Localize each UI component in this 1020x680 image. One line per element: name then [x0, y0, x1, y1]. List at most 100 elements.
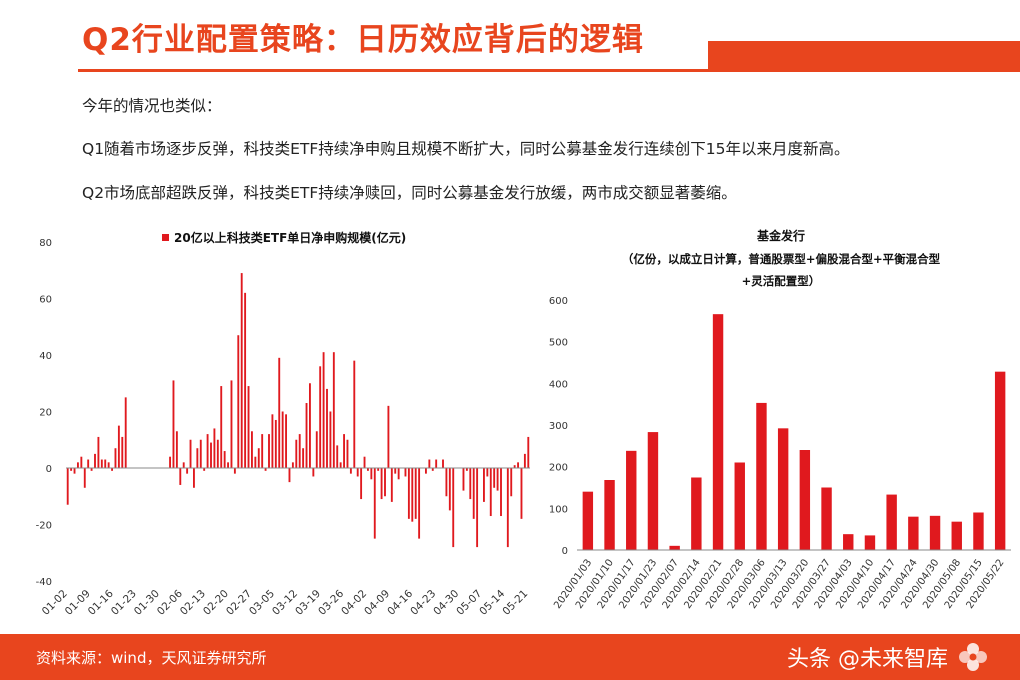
x-tick-label: 05-07 [454, 588, 484, 618]
etf-bar [291, 462, 294, 468]
y-tick-label: 60 [39, 295, 52, 306]
etf-bar [510, 468, 513, 497]
y-tick-label: 100 [549, 504, 568, 515]
x-tick-label: 01-09 [63, 588, 93, 618]
etf-bar [476, 468, 479, 548]
etf-bar [66, 468, 69, 505]
etf-bar [363, 456, 366, 468]
x-tick-label: 01-02 [40, 588, 70, 618]
fund-issuance-bar [821, 487, 832, 550]
etf-bar [360, 468, 363, 500]
etf-bar [397, 468, 400, 480]
etf-bar [104, 459, 107, 468]
etf-bar [247, 386, 250, 468]
etf-bar [107, 462, 110, 468]
etf-bar [373, 468, 376, 539]
etf-bar [394, 468, 397, 474]
etf-bar [431, 468, 434, 471]
etf-bar [411, 468, 414, 522]
etf-bar [257, 448, 260, 468]
fund-issuance-bar [691, 477, 702, 550]
fund-issuance-bar [756, 402, 767, 550]
x-tick-label: 04-02 [339, 588, 369, 618]
etf-bar [193, 468, 195, 488]
etf-bar [404, 468, 407, 477]
watermark: 头条 @未来智库 [787, 640, 990, 674]
etf-bar [353, 360, 356, 468]
etf-bar [500, 468, 502, 517]
etf-bar [240, 273, 243, 468]
etf-bar [220, 386, 223, 468]
etf-bar [332, 352, 335, 468]
etf-bar [206, 434, 209, 468]
fund-issuance-bar [864, 535, 876, 550]
etf-bar [489, 468, 492, 517]
x-tick-label: 05-21 [500, 588, 530, 618]
fund-issuance-bar [843, 534, 854, 550]
etf-bar [336, 445, 339, 468]
fund-issuance-bar [626, 450, 637, 550]
etf-bar [452, 468, 455, 548]
etf-bar [319, 366, 322, 468]
etf-bar [90, 468, 93, 471]
etf-bar [203, 468, 206, 471]
chart-subtitle-line2: +灵活配置型） [742, 274, 821, 288]
etf-bar [281, 411, 284, 468]
y-tick-label: 400 [549, 379, 568, 390]
etf-bar [233, 468, 236, 474]
title-rule [78, 69, 708, 72]
etf-bar [517, 462, 519, 468]
y-tick-label: 500 [549, 338, 568, 349]
etf-bar [199, 439, 202, 468]
etf-bar [343, 434, 345, 468]
x-tick-label: 02-13 [178, 588, 208, 618]
title-band [708, 41, 1020, 72]
etf-bar [83, 468, 86, 488]
x-tick-label: 04-30 [431, 588, 461, 618]
etf-bar [285, 414, 287, 468]
etf-bar [179, 468, 182, 485]
chart-subtitle-line1: （亿份，以成立日计算，普通股票型+偏股混合型+平衡混合型 [622, 252, 941, 266]
etf-bar [73, 468, 76, 474]
etf-bar [288, 468, 291, 483]
etf-bar [465, 468, 468, 471]
fund-issuance-bar [647, 432, 659, 550]
etf-bar [100, 459, 103, 468]
etf-bar [387, 405, 390, 468]
etf-bar [309, 383, 311, 468]
etf-bar [237, 335, 240, 468]
etf-bar [370, 468, 373, 480]
etf-bar [70, 468, 73, 471]
etf-bar [496, 468, 499, 491]
etf-bar [414, 468, 417, 519]
paragraph-intro: 今年的情况也类似： [82, 97, 222, 115]
etf-bar [121, 436, 124, 468]
etf-bar [196, 448, 199, 468]
etf-bar [506, 468, 509, 548]
x-tick-label: 03-05 [247, 588, 277, 618]
etf-bar [305, 403, 308, 468]
fund-issuance-bar [908, 516, 919, 550]
etf-bar [172, 380, 175, 468]
etf-bar [346, 439, 349, 468]
etf-bar [322, 352, 325, 468]
etf-bar [349, 468, 352, 474]
etf-bar [87, 459, 90, 468]
etf-bar [264, 468, 267, 471]
y-tick-label: -20 [36, 521, 52, 532]
etf-bar [448, 468, 451, 511]
fund-issuance-bar [669, 545, 680, 550]
etf-net-subscription-chart: 806040200-20-4001-0201-0901-1601-2301-30… [36, 230, 531, 618]
etf-bar [124, 397, 127, 468]
etf-bar [302, 448, 305, 468]
x-tick-label: 04-09 [362, 588, 392, 618]
etf-bar [445, 468, 448, 497]
etf-bar [435, 459, 438, 468]
fund-issuance-bar [886, 494, 897, 550]
chart-title: 20亿以上科技类ETF单日净申购规模(亿元) [174, 230, 406, 245]
etf-bar [527, 436, 530, 468]
slide-title: Q2行业配置策略：日历效应背后的逻辑 [82, 22, 644, 58]
flower-logo-icon [959, 643, 987, 671]
fund-issuance-bar [734, 462, 745, 550]
y-tick-label: 20 [39, 408, 52, 419]
